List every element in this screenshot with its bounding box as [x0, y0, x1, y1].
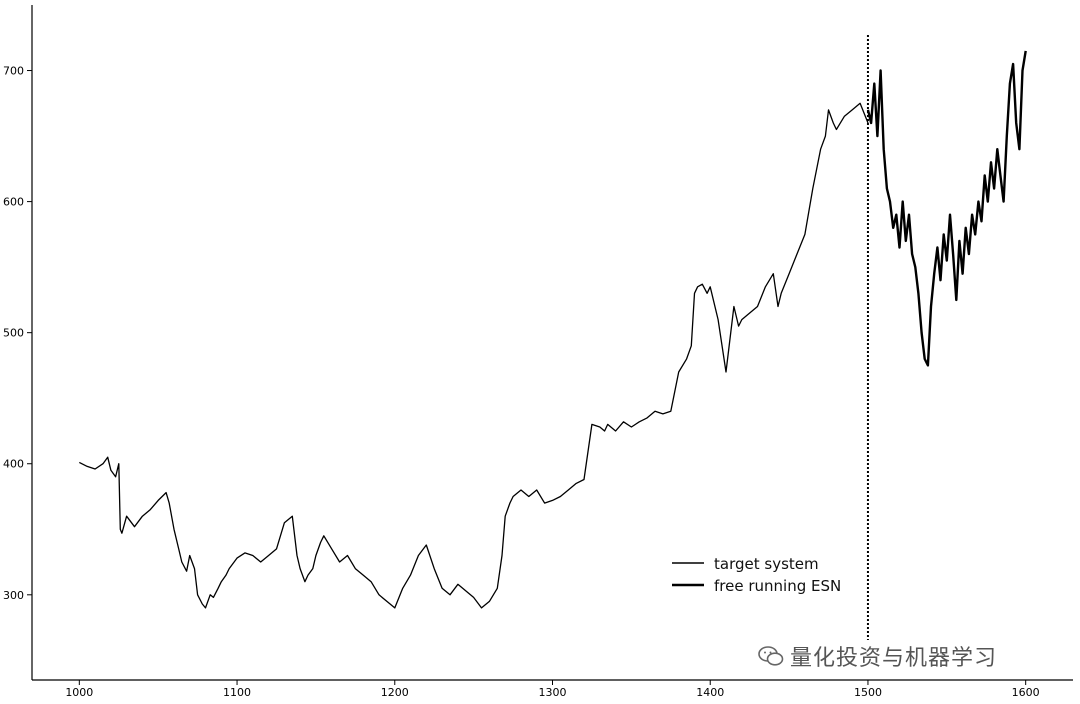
y-tick-label: 600: [3, 196, 24, 209]
x-tick-label: 1200: [381, 686, 409, 699]
ticks: 1000 1100 1200 1300 1400 1500 1600 300 400 500 600…: [3, 65, 1040, 699]
x-tick-label: 1000: [65, 686, 93, 699]
y-tick-label: 400: [3, 458, 24, 471]
x-tick-label: 1100: [223, 686, 251, 699]
legend-label-target: target system: [714, 555, 819, 573]
x-tick-label: 1500: [854, 686, 882, 699]
y-tick-label: 700: [3, 65, 24, 78]
axes: [31, 5, 1073, 681]
legend-label-esn: free running ESN: [714, 577, 841, 595]
series-free-running-esn: [866, 50, 1027, 367]
y-tick-label: 300: [3, 589, 24, 602]
wechat-icon: [758, 646, 784, 666]
y-tick-label: 500: [3, 327, 24, 340]
x-tick-label: 1600: [1012, 686, 1040, 699]
series-target-system: [79, 102, 869, 609]
legend: target system free running ESN: [672, 555, 841, 595]
watermark: 量化投资与机器学习: [758, 640, 997, 672]
series-layer: [79, 50, 1027, 609]
watermark-text: 量化投资与机器学习: [790, 646, 998, 671]
x-tick-label: 1300: [539, 686, 567, 699]
x-tick-label: 1400: [696, 686, 724, 699]
